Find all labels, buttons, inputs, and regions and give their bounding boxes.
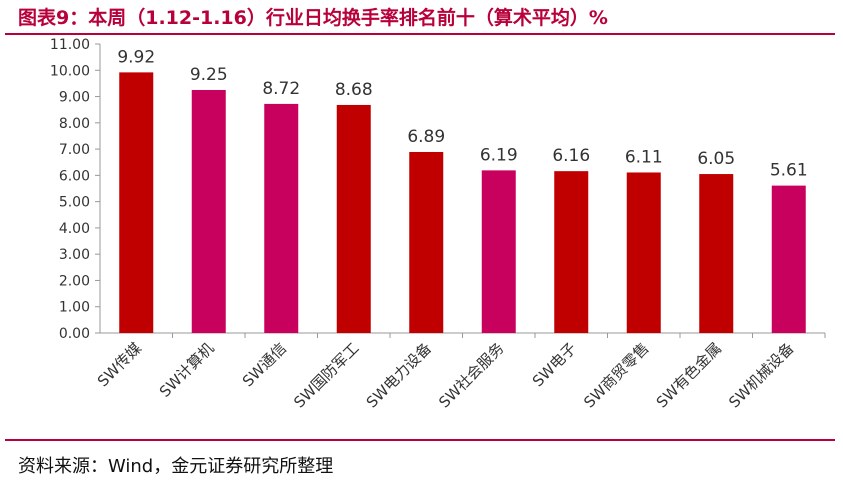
x-tick-label: SW电力设备 (363, 339, 435, 411)
x-tick-label: SW机械设备 (725, 339, 797, 411)
x-tick-label: SW计算机 (156, 339, 218, 401)
y-tick-label: 4.00 (59, 221, 90, 237)
x-tick-label: SW电子 (529, 339, 580, 390)
y-tick-label: 0.00 (59, 326, 90, 342)
data-label: 9.92 (117, 47, 155, 67)
bar (771, 185, 806, 333)
chart-title: 图表9：本周（1.12-1.16）行业日均换手率排名前十（算术平均）% (18, 7, 608, 29)
x-tick-label: SW有色金属 (653, 339, 725, 411)
y-tick-label: 11.00 (50, 37, 90, 53)
y-tick-label: 5.00 (59, 195, 90, 211)
data-label: 5.61 (770, 161, 808, 181)
source-note: 资料来源：Wind，金元证券研究所整理 (18, 456, 334, 477)
bar (626, 172, 661, 333)
bar (191, 89, 226, 334)
y-tick-label: 7.00 (59, 142, 90, 158)
bar-chart: 0.00 1.00 2.00 3.00 4.00 5.00 6.00 7.00 8.00 9.00… (50, 37, 826, 411)
bar (699, 174, 734, 333)
y-tick-label: 3.00 (59, 247, 90, 263)
y-tick-label: 9.00 (59, 90, 90, 106)
footer-rule (5, 439, 835, 441)
data-label: 6.89 (407, 127, 445, 147)
x-tick-label: SW通信 (239, 339, 290, 390)
bar (336, 104, 371, 333)
x-tick-label: SW传媒 (94, 339, 145, 390)
x-tick-label: SW国防军工 (290, 339, 362, 411)
bar (119, 72, 154, 333)
y-tick-label: 2.00 (59, 273, 90, 289)
bar (409, 151, 444, 333)
y-tick-label: 6.00 (59, 168, 90, 184)
data-label: 8.72 (262, 79, 300, 99)
y-tick-label: 1.00 (59, 300, 90, 316)
data-label: 6.11 (625, 147, 663, 167)
y-tick-label: 8.00 (59, 116, 90, 132)
title-rule (5, 33, 835, 35)
data-label: 8.68 (335, 80, 373, 100)
data-label: 6.19 (480, 145, 518, 165)
data-label: 6.16 (552, 146, 590, 166)
x-tick-label: SW商贸零售 (580, 339, 652, 411)
x-tick-label: SW社会服务 (435, 339, 507, 411)
data-label: 6.05 (697, 149, 735, 169)
bar (554, 171, 589, 333)
data-label: 9.25 (190, 65, 228, 85)
bar (264, 103, 299, 333)
bar (481, 170, 516, 333)
y-tick-label: 10.00 (50, 63, 90, 79)
